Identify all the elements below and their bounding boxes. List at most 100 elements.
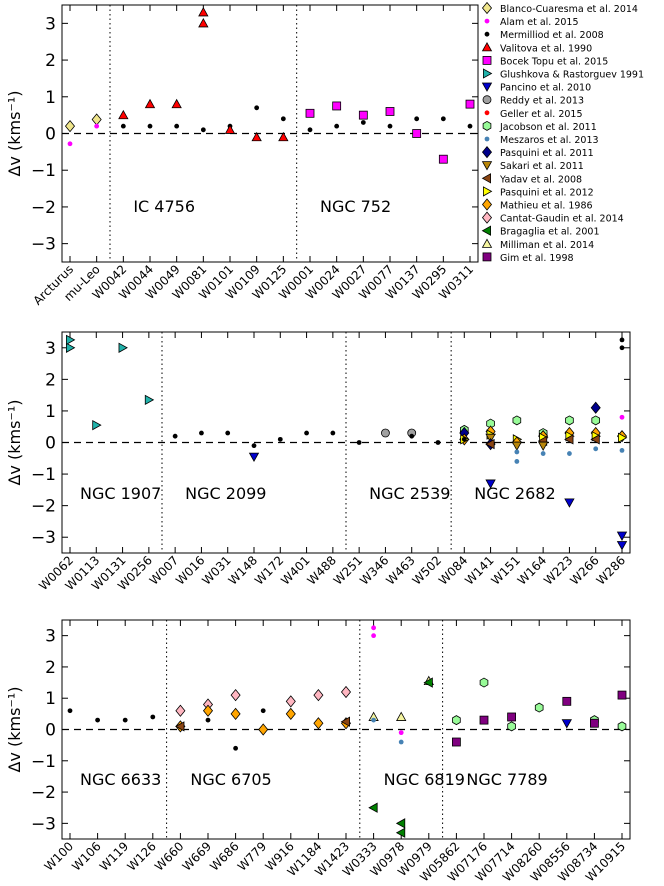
cluster-label-ngc-6705: NGC 6705 [190,770,271,789]
legend-label: Cantat-Gaudin et al. 2014 [500,214,624,225]
cluster-label-ngc-1907: NGC 1907 [80,484,161,503]
point-bragaglia-et-al-2001 [423,677,433,688]
legend-marker-yadav-et-al-2008 [481,173,492,184]
point-alam-et-al-2015 [371,633,376,639]
point-mermilliod-et-al-2008 [95,717,100,723]
cluster-label-ngc-2682: NGC 2682 [474,484,555,503]
x-tick-label: W660 [152,839,186,873]
y-tick-label: 1 [45,689,56,709]
legend-marker-bragaglia-et-al-2001 [481,225,492,236]
x-tick-label: W488 [304,553,338,587]
legend-marker-alam-et-al-2015 [484,18,490,24]
point-meszaros-et-al-2013 [593,446,599,452]
legend-marker-glushkova-rastorguev-1991 [482,68,493,79]
y-axis-label: Δv (kms⁻¹) [5,686,24,772]
point-meszaros-et-al-2013 [398,739,404,745]
legend-marker-pasquini-et-al-2011 [481,145,493,159]
point-alam-et-al-2015 [67,141,73,147]
point-yadav-et-al-2008 [340,716,351,727]
legend-label: Gim et al. 1998 [500,253,574,264]
y-tick-label: −3 [31,235,56,255]
x-tick-label: W172 [252,553,286,587]
x-tick-label: W151 [488,553,522,587]
cluster-label-ngc-6819: NGC 6819 [384,770,465,789]
legend-label: Blanco-Cuaresma et al. 2014 [500,4,638,15]
cluster-label-ic-4756: IC 4756 [133,197,195,216]
point-bocek-topu-et-al-2015 [358,110,368,120]
legend-entry: Mermilliod et al. 2008 [484,30,604,41]
point-bocek-topu-et-al-2015 [305,108,315,118]
y-tick-label: −2 [31,783,56,803]
legend-entry: Pancino et al. 2010 [481,83,591,94]
y-axis-label: Δv (kms⁻¹) [5,90,24,176]
point-glushkova-rastorguev-1991 [144,394,155,406]
point-valitova-et-al-1990 [198,7,209,17]
point-pasquini-et-al-2012 [618,432,628,443]
legend-label: Mermilliod et al. 2008 [500,30,604,41]
point-blanco-cuaresma-et-al-2014 [91,113,102,126]
legend-marker-mermilliod-et-al-2008 [484,31,490,37]
y-tick-label: −1 [31,752,56,772]
legend-label: Sakari et al. 2011 [500,161,584,172]
legend-label: Jacobson et al. 2011 [499,122,597,133]
legend-entry: Geller et al. 2015 [484,109,583,120]
point-mermilliod-et-al-2008 [619,337,625,343]
point-meszaros-et-al-2013 [619,447,625,453]
x-tick-label: W016 [173,553,207,587]
point-mermilliod-et-al-2008 [387,123,393,129]
legend-entry: Meszaros et al. 2013 [484,135,599,146]
legend-label: Glushkova & Rastorguev 1991 [500,70,644,81]
y-tick-label: 2 [45,370,56,390]
legend-entry: Glushkova & Rastorguev 1991 [482,68,644,81]
x-tick-label: W223 [541,553,575,587]
x-tick-label: W007 [147,553,181,587]
point-mermilliod-et-al-2008 [356,440,362,445]
point-mermilliod-et-al-2008 [120,123,126,129]
point-mermilliod-et-al-2008 [260,708,266,714]
point-mermilliod-et-al-2008 [172,433,178,439]
x-tick-label: W119 [97,839,131,873]
legend-label: Valitova et al. 1990 [500,43,592,54]
x-tick-label: W148 [226,553,260,587]
point-jacobson-et-al-2011 [591,415,601,426]
legend-label: Milliman et al. 2014 [500,240,594,251]
y-tick-label: −2 [31,198,56,218]
legend-label: Geller et al. 2015 [500,109,583,120]
point-mermilliod-et-al-2008 [330,430,336,436]
point-gim-et-al-1998 [451,737,461,747]
point-gim-et-al-1998 [507,712,517,722]
y-tick-label: −1 [31,161,56,181]
x-tick-label: W251 [331,553,365,587]
point-cantat-gaudin-et-al-2014 [340,685,352,699]
x-tick-label: W463 [383,553,417,587]
x-tick-label: W141 [462,553,496,587]
legend-marker-blanco-cuaresma-et-al-2014 [481,1,493,15]
point-pasquini-et-al-2011 [590,401,601,414]
point-sakari-et-al-2011 [511,441,523,451]
legend-entry: Alam et al. 2015 [484,17,579,28]
point-jacobson-et-al-2011 [452,715,461,726]
point-mermilliod-et-al-2008 [147,123,153,129]
point-meszaros-et-al-2013 [514,449,520,455]
point-mermilliod-et-al-2008 [360,120,366,125]
legend-marker-sakari-et-al-2011 [481,161,493,171]
point-mermilliod-et-al-2008 [440,116,446,122]
point-bragaglia-et-al-2001 [395,818,406,829]
point-pancino-et-al-2010 [561,719,572,729]
point-yadav-et-al-2008 [564,434,574,445]
point-jacobson-et-al-2011 [512,415,522,426]
point-cantat-gaudin-et-al-2014 [175,704,186,717]
legend-entry: Bocek Topu et al. 2015 [482,56,608,67]
legend-label: Alam et al. 2015 [500,17,579,28]
point-mermilliod-et-al-2008 [225,430,231,436]
y-tick-label: 3 [45,14,56,34]
y-tick-label: 1 [45,402,56,422]
y-tick-label: 2 [45,658,56,678]
point-mermilliod-et-al-2008 [174,123,180,129]
point-cantat-gaudin-et-al-2014 [230,688,241,702]
point-valitova-et-al-1990 [144,98,156,109]
legend-marker-milliman-et-al-2014 [481,238,493,248]
x-tick-label: W100 [42,839,76,873]
